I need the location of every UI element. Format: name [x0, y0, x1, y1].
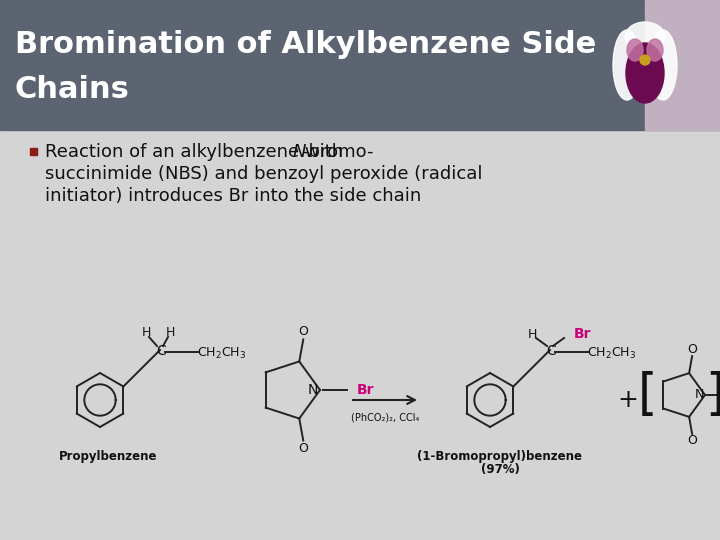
Text: Br: Br: [574, 327, 592, 341]
Text: H: H: [719, 388, 720, 402]
Ellipse shape: [649, 30, 677, 100]
Text: O: O: [687, 434, 697, 447]
Ellipse shape: [626, 43, 664, 103]
Text: ]: ]: [706, 371, 720, 419]
Text: O: O: [298, 442, 308, 455]
Text: Br: Br: [357, 383, 374, 397]
Text: CH$_2$CH$_3$: CH$_2$CH$_3$: [197, 346, 247, 361]
Text: H: H: [141, 327, 150, 340]
Bar: [30, 148, 37, 155]
Text: Bromination of Alkylbenzene Side: Bromination of Alkylbenzene Side: [15, 30, 596, 59]
Text: [: [: [638, 371, 658, 419]
Text: H: H: [166, 327, 175, 340]
Text: Reaction of an alkylbenzene with: Reaction of an alkylbenzene with: [45, 143, 349, 161]
Ellipse shape: [640, 55, 650, 65]
Text: (97%): (97%): [480, 463, 519, 476]
Ellipse shape: [625, 22, 665, 52]
Text: N: N: [694, 388, 703, 402]
Text: (1-Bromopropyl)benzene: (1-Bromopropyl)benzene: [418, 450, 582, 463]
Text: O: O: [687, 342, 697, 356]
Text: N: N: [293, 143, 307, 161]
Text: C: C: [156, 344, 166, 358]
Text: CH$_2$CH$_3$: CH$_2$CH$_3$: [588, 346, 636, 361]
Ellipse shape: [647, 39, 663, 61]
Text: (PhCO₂)₂, CCl₄: (PhCO₂)₂, CCl₄: [351, 413, 419, 423]
Text: C: C: [546, 344, 556, 358]
Bar: [645, 0, 720, 130]
Text: Chains: Chains: [15, 75, 130, 104]
Text: O: O: [298, 325, 308, 338]
Text: H: H: [527, 327, 536, 341]
Text: succinimide (NBS) and benzoyl peroxide (radical: succinimide (NBS) and benzoyl peroxide (…: [45, 165, 482, 183]
Ellipse shape: [613, 30, 641, 100]
Text: Propylbenzene: Propylbenzene: [59, 450, 157, 463]
Bar: [0, 0, 720, 130]
Text: -bromo-: -bromo-: [302, 143, 374, 161]
Text: initiator) introduces Br into the side chain: initiator) introduces Br into the side c…: [45, 187, 421, 205]
Text: N: N: [308, 383, 318, 397]
Text: +: +: [618, 388, 639, 412]
Ellipse shape: [627, 39, 643, 61]
